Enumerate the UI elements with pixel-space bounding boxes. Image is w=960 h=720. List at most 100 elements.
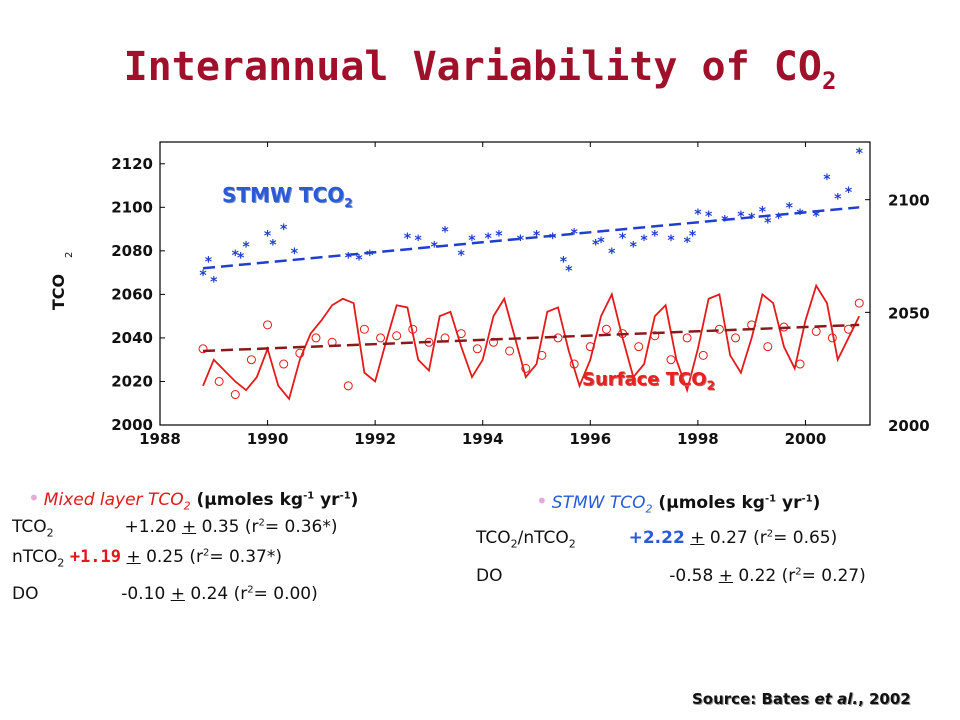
surface-tco2-point [263,320,273,330]
x-tick-label: 1996 [569,430,611,448]
surface-tco2-point [731,333,741,343]
surface-tco2-point [666,355,676,365]
stmw-tco2-point: * [291,246,299,262]
right-tick-label: 2000 [888,417,930,435]
stmw-tco2-point: * [630,239,638,255]
surface-tco2-point [714,324,724,334]
surface-tco2-point [601,324,611,334]
surface-tco2-point [359,324,369,334]
surface-tco2-point [343,381,353,391]
stmw-tco2-point: * [705,209,713,225]
stmw-tco2-point: * [495,229,503,245]
stmw-tco2-point: * [517,233,525,249]
stmw-tco2-point: * [269,237,277,253]
stmw-tco2-point: * [549,231,557,247]
surface-tco2-point [634,342,644,352]
stmw-tco2-point: * [721,213,729,229]
stmw-tco2-point: * [845,185,853,201]
stmw-tco2-point: * [404,231,412,247]
mixed-layer-stats: • Mixed layer TCO2 (µmoles kg-1 yr-1) TCO… [12,486,359,604]
stmw-tco2-point: * [683,235,691,251]
y-tick-label: 2020 [111,372,153,390]
surface-tco2-point [827,333,837,343]
y-tick-label: 2040 [111,329,153,347]
stmw-tco2-point: * [264,229,272,245]
stmw-tco2-point: * [431,239,439,255]
stmw-tco2-point: * [748,211,756,227]
y-tick-label: 2000 [111,416,153,434]
stmw-tco2-point: * [619,231,627,247]
stmw-tco2-point: * [813,209,821,225]
x-tick-label: 2000 [785,430,827,448]
surface-tco2-point [811,326,821,336]
surface-tco2-point [230,390,240,400]
surface-tco2-point [472,344,482,354]
y-axis-label: TCO [49,274,68,310]
surface-tco2-point [505,346,515,356]
stmw-tco2-point: * [533,229,541,245]
y-tick-label: 2080 [111,242,153,260]
stmw-tco2-point: * [775,211,783,227]
mixed-layer-header: • Mixed layer TCO2 (µmoles kg-1 yr-1) [28,486,359,513]
stmw-tco2-point: * [560,255,568,271]
stmw-tco2-point: * [764,216,772,232]
stmw-tco2-point: * [458,248,466,264]
stmw-tco2-point: * [571,226,579,242]
stmw-stats-header: • STMW TCO2 (µmoles kg-1 yr-1) [536,489,821,516]
stmw-tco2-point: * [592,237,600,253]
stmw-tco2-point: * [667,233,675,249]
stmw-tco2-point: * [441,224,449,240]
stmw-tco2-point: * [280,222,288,238]
surface-tco2-point [521,363,531,373]
surface-tco2-point [295,348,305,358]
surface-series-label: Surface TCO2 [582,369,715,393]
stmw-tco2-point: * [856,146,864,162]
surface-tco2-point [854,298,864,308]
y-tick-label: 2120 [111,155,153,173]
stmw-tco2-point: * [242,239,250,255]
stmw-tco2-point: * [366,248,374,264]
stmw-series-label: STMW TCO2 [222,183,353,210]
surface-tco2-point [456,329,466,339]
surface-tco2-point [279,359,289,369]
stmw-tco2-point: * [565,263,573,279]
stmw-tco2-point: * [651,229,659,245]
stmw-row-do: DO -0.58 + 0.22 (r2= 0.27) [476,566,866,586]
plot-frame [159,141,871,426]
stmw-tco2-trend [202,206,860,270]
surface-tco2-point [585,342,595,352]
stmw-tco2-point: * [608,246,616,262]
surface-tco2-point [408,324,418,334]
stmw-tco2-point: * [737,209,745,225]
stmw-tco2-point: * [205,255,213,271]
y-tick-label: 2060 [111,285,153,303]
chart: 1988 1990 1992 1994 1996 1998 2000 2000 2020 2040… [49,141,930,448]
stmw-tco2-point: * [355,253,363,269]
x-tick-label: 1992 [354,430,396,448]
x-tick-label: 1990 [247,430,289,448]
stmw-row-tco2: TCO2/nTCO2 +2.22 + 0.27 (r2= 0.65) [476,528,838,551]
surface-tco2-point [311,333,321,343]
stmw-tco2-point: * [640,233,648,249]
x-tick-label: 1998 [677,430,719,448]
surface-tco2-point [537,350,547,360]
x-tick-label: 1994 [462,430,504,448]
mixed-row-do: DO -0.10 + 0.24 (r2= 0.00) [12,584,318,604]
stmw-tco2-point: * [232,248,240,264]
mixed-row-ntco2: nTCO2 +1.19 + 0.25 (r2= 0.37*) [12,547,282,570]
surface-tco2-point [795,359,805,369]
source-citation: Source: Bates et al., 2002 [692,690,911,708]
stmw-tco2-point: * [786,200,794,216]
surface-tco2-point [650,331,660,341]
page-title: Interannual Variability of CO2 [123,44,837,95]
stmw-tco2-point: * [415,233,423,249]
surface-tco2-point [698,350,708,360]
surface-tco2-point [376,333,386,343]
surface-tco2-point [246,355,256,365]
surface-tco2-point [569,359,579,369]
stmw-tco2-point: * [237,250,245,266]
stmw-tco2-point: * [796,207,804,223]
stmw-tco2-point: * [834,192,842,208]
stmw-tco2-point: * [823,172,831,188]
stmw-tco2-point: * [210,274,218,290]
